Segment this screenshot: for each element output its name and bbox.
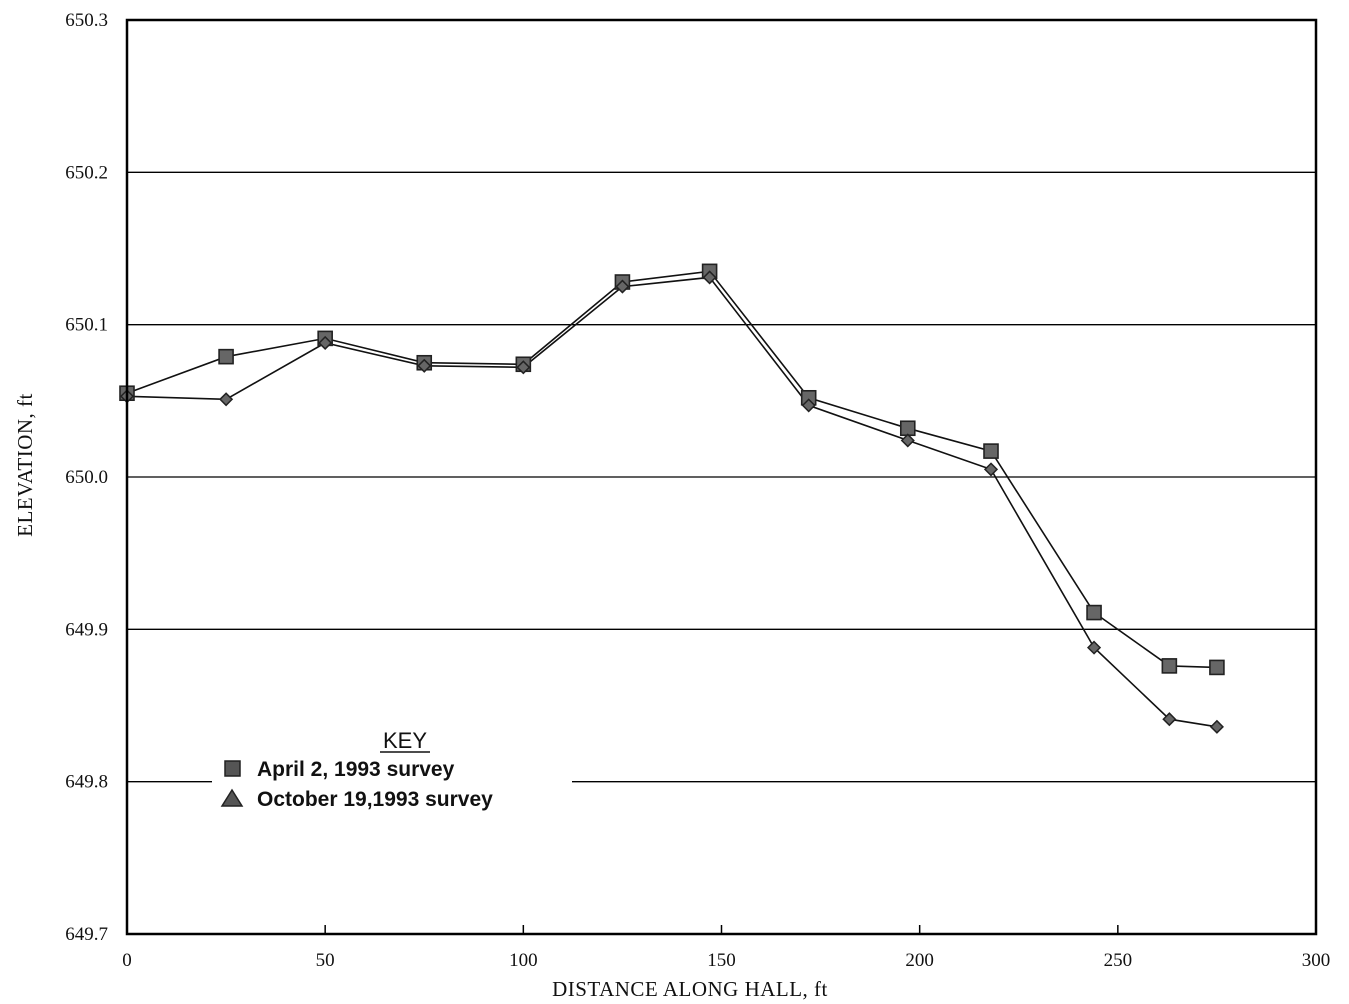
legend-square-marker [224, 760, 241, 777]
y-axis-ticks: 650.3 650.2 650.1 650.0 649.9 649.8 649.7 [65, 10, 108, 945]
april-survey-point [983, 443, 999, 459]
y-tick-label: 649.9 [65, 619, 108, 640]
october-survey-point [983, 462, 999, 477]
october-survey-point [900, 433, 915, 448]
y-tick-label: 649.7 [65, 924, 108, 945]
october-survey-point [1209, 719, 1224, 734]
y-axis-title: ELEVATION, ft [13, 393, 37, 537]
april-survey-point [1086, 604, 1102, 621]
y-tick-label: 650.2 [65, 162, 108, 183]
x-tick-label: 200 [905, 950, 934, 971]
october-survey-point [615, 279, 630, 294]
april-survey-point [218, 348, 234, 365]
legend-triangle-marker [220, 788, 244, 807]
april-survey-point [899, 420, 916, 437]
legend-title: KEY [383, 728, 427, 753]
y-tick-label: 650.3 [65, 10, 108, 31]
series-line-1 [126, 270, 1217, 669]
x-tick-label: 250 [1104, 950, 1133, 971]
october-survey-point [318, 335, 333, 351]
x-axis-ticks: 0 50 100 150 200 250 300 [122, 925, 1330, 971]
y-tick-label: 650.1 [65, 315, 108, 336]
x-tick-label: 0 [122, 950, 132, 971]
y-tick-label: 650.0 [65, 467, 108, 488]
x-axis-title: DISTANCE ALONG HALL, ft [552, 977, 828, 1001]
legend-background [212, 722, 572, 822]
x-tick-label: 150 [707, 950, 736, 971]
x-tick-label: 100 [509, 950, 538, 971]
october-survey-point [219, 392, 234, 407]
data-markers [119, 263, 1225, 734]
october-survey-point [1086, 640, 1102, 655]
october-survey-point [702, 270, 717, 285]
october-survey-point [801, 398, 816, 413]
october-survey-point [417, 358, 432, 373]
april-survey-point [1161, 658, 1178, 674]
y-tick-label: 649.8 [65, 772, 108, 793]
legend-label-october: October 19,1993 survey [257, 788, 493, 811]
legend: KEY April 2, 1993 survey October 19,1993… [212, 722, 572, 822]
x-tick-label: 50 [316, 950, 335, 971]
legend-label-april: April 2, 1993 survey [257, 758, 455, 781]
april-survey-point [1209, 659, 1225, 676]
october-survey-point [1162, 712, 1177, 727]
series-lines [126, 270, 1218, 728]
x-tick-label: 300 [1302, 950, 1331, 971]
october-survey-point [516, 360, 531, 375]
gridlines [127, 171, 1316, 783]
